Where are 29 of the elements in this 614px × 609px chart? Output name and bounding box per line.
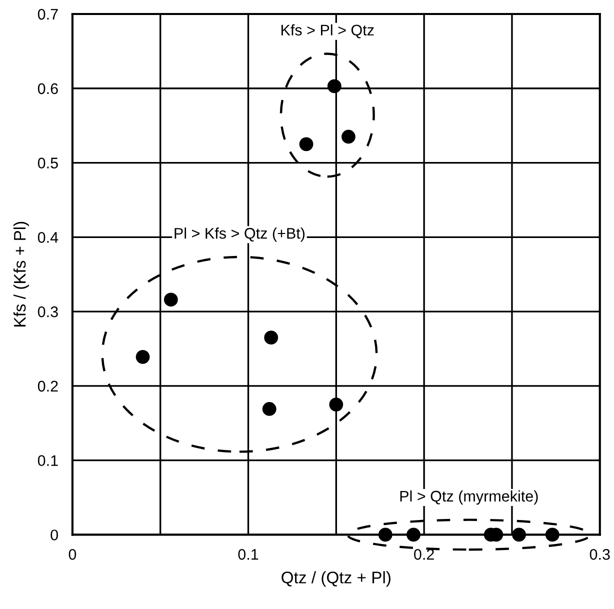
point bbox=[329, 398, 344, 412]
x-tick-label: 0.2 bbox=[414, 548, 434, 560]
point bbox=[299, 137, 314, 152]
point bbox=[164, 292, 178, 307]
point bbox=[406, 528, 420, 542]
annotation: Pl > Qtz (myrmekite) bbox=[400, 490, 538, 505]
x-tick-label: 0.3 bbox=[590, 548, 610, 560]
annotation: Pl > Kfs > Qtz (+Bt) bbox=[174, 228, 305, 242]
point bbox=[262, 402, 276, 416]
y-tick-label: 0.1 bbox=[38, 455, 58, 466]
y-tick-label: 0.2 bbox=[38, 380, 58, 392]
x-tick-label: 0 bbox=[68, 548, 76, 560]
point bbox=[512, 528, 526, 542]
point bbox=[136, 350, 150, 364]
annotation: Kfs > Pl > Qtz bbox=[282, 24, 374, 38]
y-tick-label: 0.6 bbox=[38, 83, 58, 94]
point bbox=[342, 130, 356, 144]
y-tick-label: 0.5 bbox=[38, 158, 58, 168]
point bbox=[545, 528, 560, 542]
point bbox=[264, 330, 278, 345]
y-tick-label: 0.3 bbox=[38, 306, 58, 318]
point bbox=[327, 79, 342, 94]
y-tick-label: 0.4 bbox=[38, 232, 58, 243]
x-axis-title: Qtz / (Qtz + Pl) bbox=[282, 571, 390, 587]
y-axis-title: Kfs / (Kfs + Pl) bbox=[13, 222, 29, 326]
x-tick-label: 0.1 bbox=[238, 548, 258, 560]
point bbox=[378, 528, 392, 542]
y-tick-label: 0 bbox=[50, 530, 58, 540]
y-tick-label: 0.7 bbox=[38, 8, 58, 20]
